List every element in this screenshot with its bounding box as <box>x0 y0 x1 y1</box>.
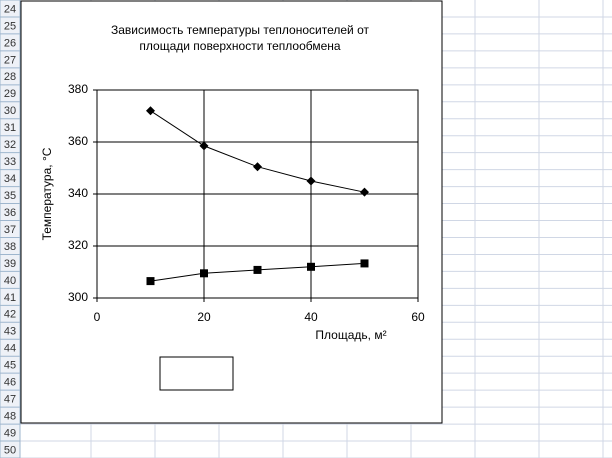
x-tick-label: 60 <box>411 310 425 324</box>
y-tick-label: 320 <box>68 238 88 252</box>
x-tick-label: 0 <box>94 310 101 324</box>
row-number: 44 <box>4 343 16 355</box>
row-number: 46 <box>4 377 16 389</box>
row-number: 38 <box>4 241 16 253</box>
x-tick-label: 20 <box>197 310 211 324</box>
y-tick-label: 340 <box>68 186 88 200</box>
marker-diamond <box>306 176 316 186</box>
y-tick-label: 300 <box>68 290 88 304</box>
row-number: 36 <box>4 207 16 219</box>
marker-square <box>307 262 315 271</box>
row-number: 33 <box>4 156 16 168</box>
row-number: 50 <box>4 444 16 456</box>
chart-area <box>20 0 443 424</box>
legend <box>159 356 234 391</box>
row-number: 40 <box>4 275 16 287</box>
row-number: 48 <box>4 410 16 422</box>
row-number: 35 <box>4 190 16 202</box>
marker-diamond <box>253 162 262 172</box>
row-number: 42 <box>4 309 16 321</box>
marker-diamond <box>146 106 155 116</box>
row-number: 37 <box>4 224 16 236</box>
plot-frame <box>96 89 419 299</box>
row-number: 31 <box>4 122 16 134</box>
row-number: 30 <box>4 105 16 117</box>
row-number: 45 <box>4 360 16 372</box>
chart-title: площади поверхности теплообмена <box>139 39 341 53</box>
marker-square <box>253 265 262 274</box>
row-number: 34 <box>4 173 16 185</box>
row-number: 32 <box>4 139 16 151</box>
marker-square <box>200 269 208 278</box>
y-axis-label: Температура, °C <box>40 147 54 240</box>
row-number: 27 <box>4 54 16 66</box>
row-number: 24 <box>4 3 16 15</box>
marker-diamond <box>360 187 369 197</box>
row-header-bar <box>0 0 21 458</box>
row-number: 29 <box>4 88 16 100</box>
row-number: 47 <box>4 394 16 406</box>
chart-title: Зависимость температуры теплоносителей о… <box>111 23 369 37</box>
marker-diamond <box>199 141 209 151</box>
row-headers: 24 25 26 27 28 29 30 31 32 33 34 35 36 37 38 39 40 41 42 43… <box>0 3 20 458</box>
row-number: 49 <box>4 427 16 439</box>
y-tick-label: 380 <box>68 82 88 96</box>
marker-square <box>360 259 369 268</box>
row-number: 26 <box>4 37 16 49</box>
y-tick-label: 360 <box>68 134 88 148</box>
row-number: 39 <box>4 258 16 270</box>
row-number: 28 <box>4 71 16 83</box>
marker-square <box>146 277 155 286</box>
row-number: 25 <box>4 20 16 32</box>
row-number: 43 <box>4 326 16 338</box>
plot: 3003203403603800204060T1kT2k <box>68 82 425 389</box>
row-number: 41 <box>4 292 16 304</box>
x-axis-label: Площадь, м² <box>315 328 386 342</box>
x-tick-label: 40 <box>304 310 318 324</box>
